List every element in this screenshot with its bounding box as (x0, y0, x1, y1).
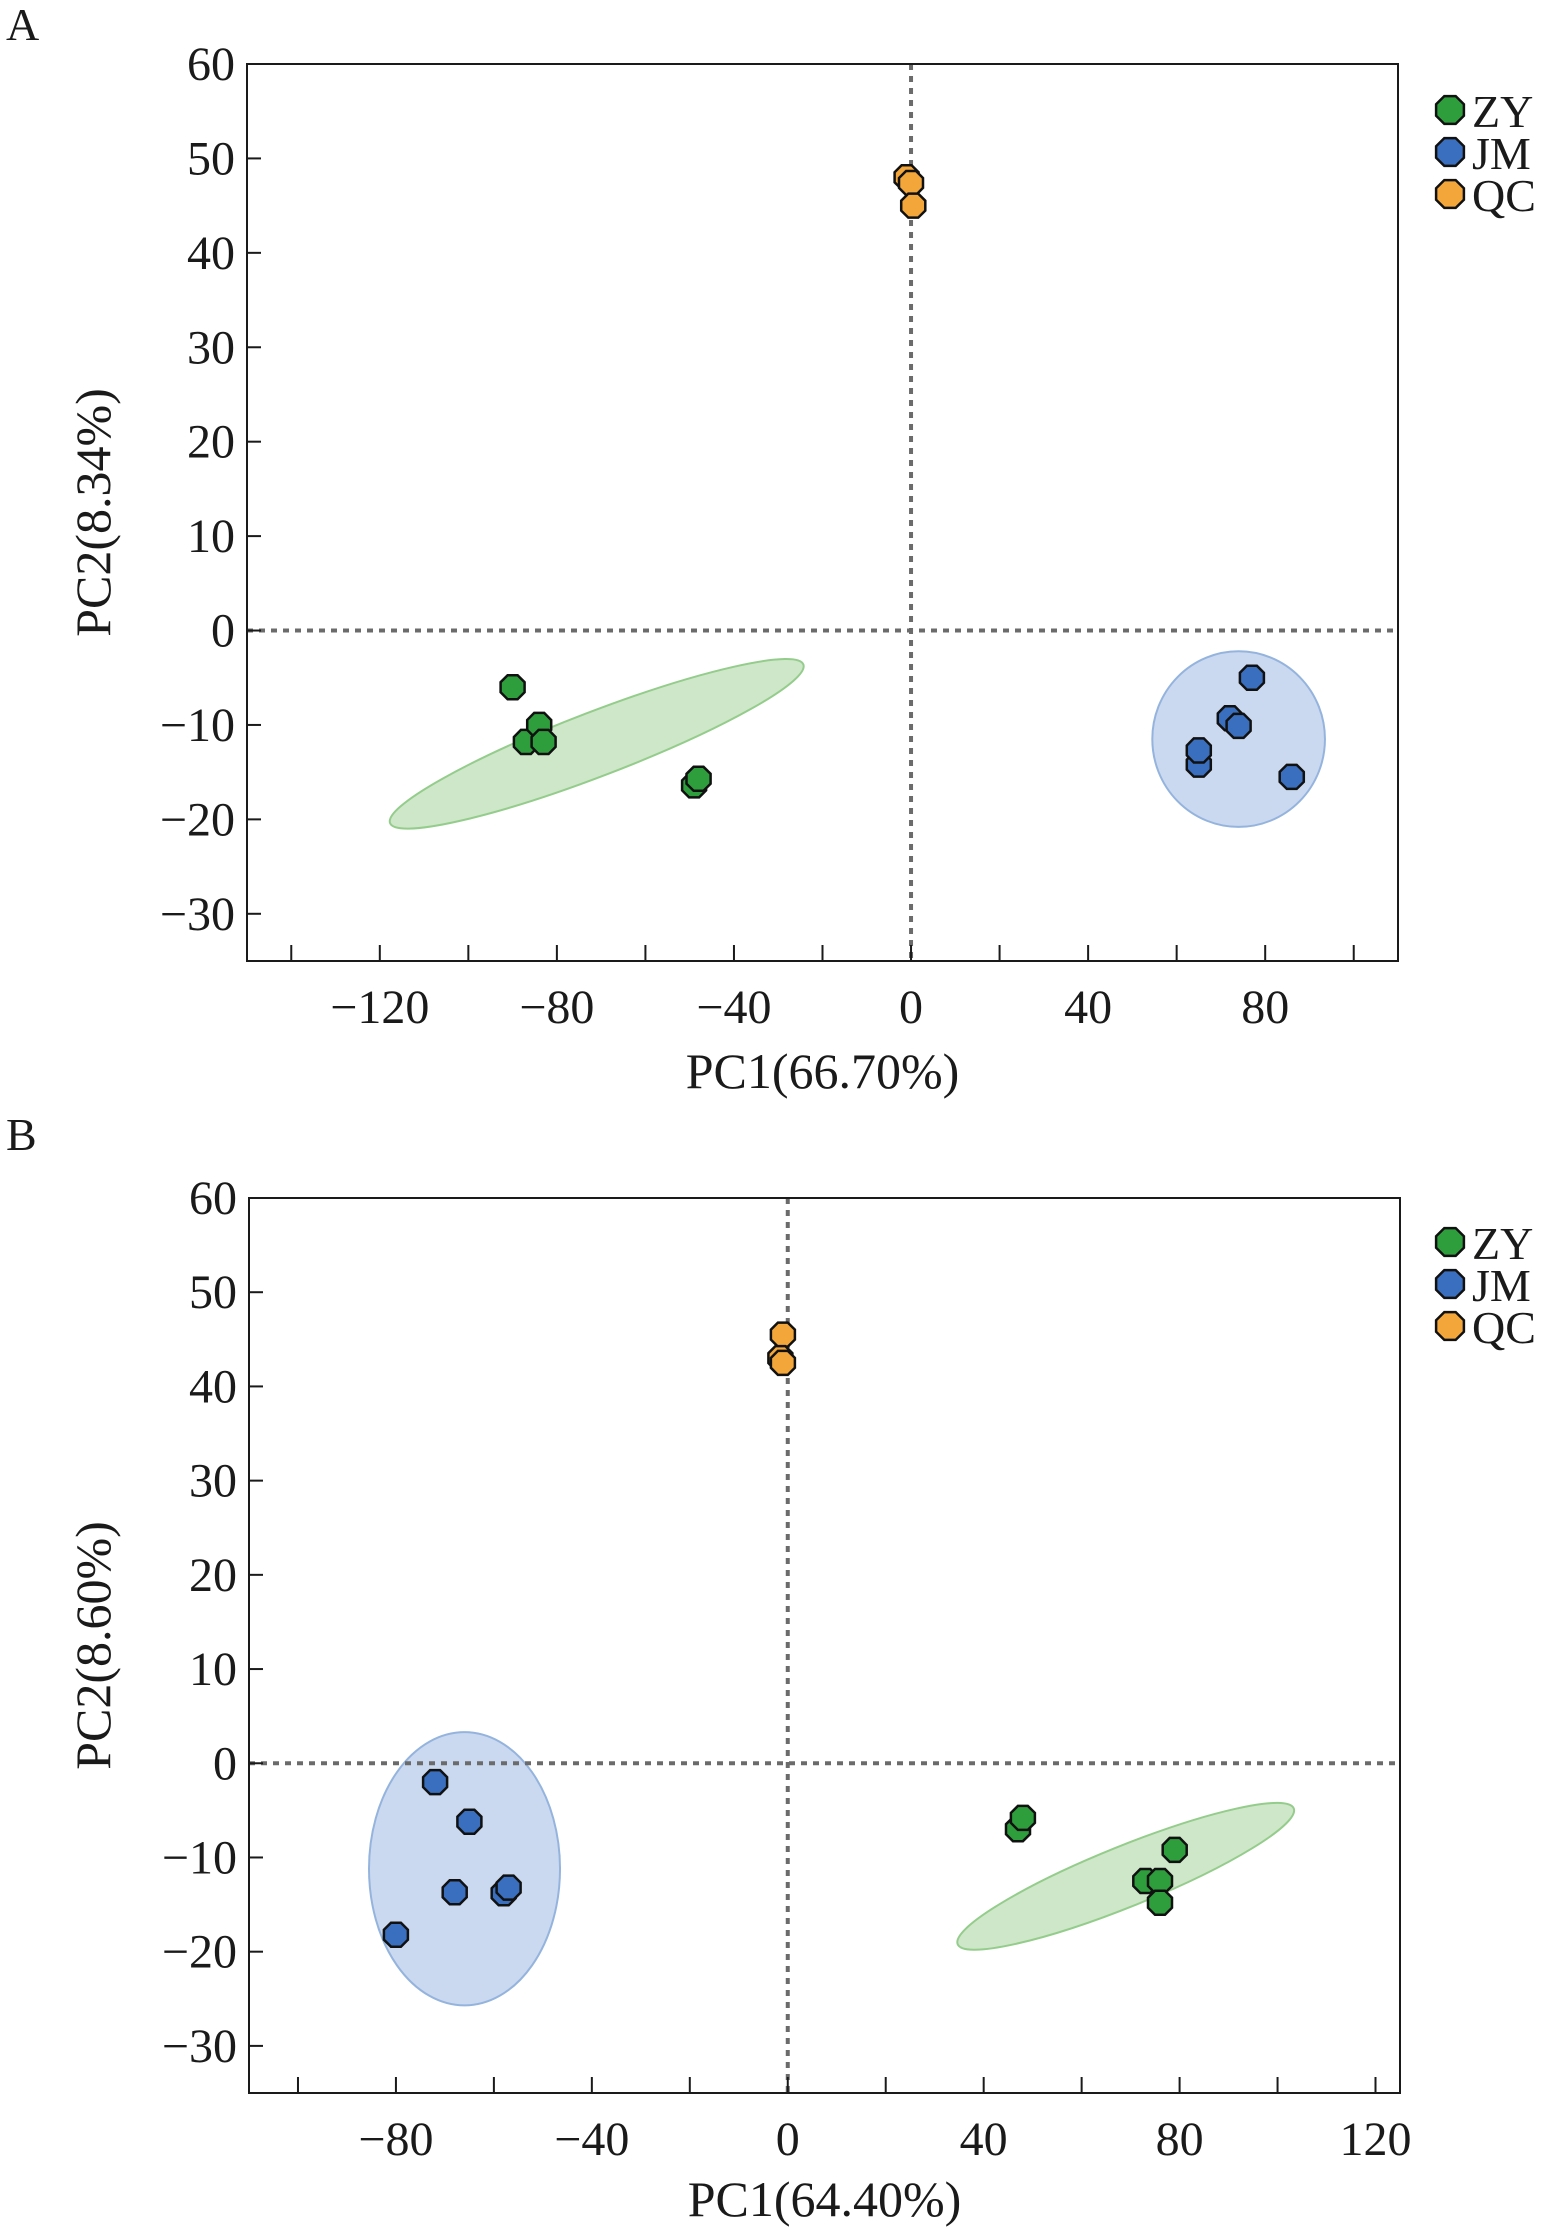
y-tick-label: −10 (162, 1831, 237, 1884)
y-tick-label: 50 (189, 1266, 237, 1319)
x-tick-label: −80 (358, 2113, 433, 2166)
y-tick-label: −20 (162, 1926, 237, 1979)
point-qc (769, 1321, 797, 1348)
axis-ticks: 60 50 40 30 20 10 0 −10 −20 −30 −120 −80 −40 0 40 80 (160, 38, 1355, 1034)
ellipse-zy (388, 658, 805, 830)
x-tick-label: 0 (776, 2113, 800, 2166)
y-tick-label: 10 (187, 510, 235, 563)
panel-b: B 60 50 40 30 20 10 0 −10 −20 −30 −80 −40 0 40 80 120 P… (6, 1109, 1536, 2227)
x-tick-label: 120 (1340, 2113, 1412, 2166)
legend-marker-jm (1434, 1268, 1466, 1300)
plot-frame (248, 1197, 1401, 2094)
legend-label-jm: JM (1472, 128, 1531, 179)
point-zy (1146, 1867, 1174, 1895)
point-zy (685, 765, 712, 793)
point-qc (897, 169, 925, 197)
x-axis-title: PC1(66.70%) (686, 1043, 960, 1099)
confidence-ellipses (367, 1731, 1296, 2007)
data-points (382, 1321, 1188, 1948)
point-zy (1161, 1836, 1188, 1864)
point-jm (495, 1874, 522, 1901)
data-points (499, 164, 1306, 799)
y-axis-title: PC2(8.34%) (65, 388, 121, 637)
point-zy (499, 673, 526, 701)
ellipse-zy (956, 1801, 1296, 1951)
legend-label-zy: ZY (1472, 86, 1533, 137)
legend-label-qc: QC (1472, 170, 1536, 221)
y-tick-label: 20 (189, 1549, 237, 1602)
y-axis-title: PC2(8.60%) (65, 1521, 121, 1770)
point-jm (456, 1808, 483, 1835)
axis-ticks: 60 50 40 30 20 10 0 −10 −20 −30 −80 −40 0 40 80 120 (162, 1172, 1412, 2166)
legend-label-jm: JM (1472, 1260, 1531, 1311)
x-tick-label: −80 (519, 981, 594, 1034)
point-jm (1238, 664, 1266, 691)
x-tick-label: 40 (960, 2113, 1008, 2166)
point-qc (769, 1349, 797, 1377)
legend-marker-qc (1434, 1310, 1466, 1342)
point-jm (441, 1879, 468, 1906)
y-tick-label: 60 (189, 1172, 237, 1225)
x-tick-label: 40 (1064, 981, 1112, 1034)
legend-label-zy: ZY (1472, 1218, 1533, 1269)
x-tick-label: 80 (1241, 981, 1289, 1034)
legend-marker-zy (1434, 94, 1466, 126)
legend-label-qc: QC (1472, 1302, 1536, 1353)
x-tick-label: 0 (899, 981, 923, 1034)
point-zy (1146, 1889, 1174, 1916)
y-tick-label: 50 (187, 132, 235, 185)
panel-label: A (6, 0, 39, 50)
x-axis-title: PC1(64.40%) (688, 2171, 962, 2227)
point-zy (1009, 1804, 1037, 1832)
x-tick-label: −40 (554, 2113, 629, 2166)
point-qc (899, 192, 927, 219)
x-tick-label: 80 (1156, 2113, 1204, 2166)
y-tick-label: 20 (187, 416, 235, 469)
y-tick-label: −30 (160, 888, 235, 941)
y-tick-label: −10 (160, 699, 235, 752)
point-jm (1225, 712, 1252, 740)
point-zy (530, 728, 557, 756)
y-tick-label: 60 (187, 38, 235, 91)
legend-marker-qc (1434, 178, 1466, 210)
legend-marker-zy (1434, 1226, 1466, 1258)
x-tick-label: −40 (696, 981, 771, 1034)
y-tick-label: 10 (189, 1643, 237, 1696)
y-tick-label: 0 (211, 605, 235, 658)
y-tick-label: 30 (189, 1455, 237, 1508)
point-jm (1185, 737, 1213, 764)
point-jm (382, 1921, 410, 1948)
x-tick-label: −120 (330, 981, 429, 1034)
panel-label: B (6, 1109, 37, 1160)
legend-marker-jm (1434, 136, 1466, 168)
ellipse-jm (367, 1731, 562, 2007)
y-tick-label: −20 (160, 793, 235, 846)
y-tick-label: 40 (187, 227, 235, 280)
point-jm (1278, 763, 1306, 791)
point-jm (421, 1768, 449, 1796)
y-tick-label: −30 (162, 2020, 237, 2073)
y-tick-label: 0 (213, 1737, 237, 1790)
y-tick-label: 40 (189, 1360, 237, 1413)
y-tick-label: 30 (187, 321, 235, 374)
